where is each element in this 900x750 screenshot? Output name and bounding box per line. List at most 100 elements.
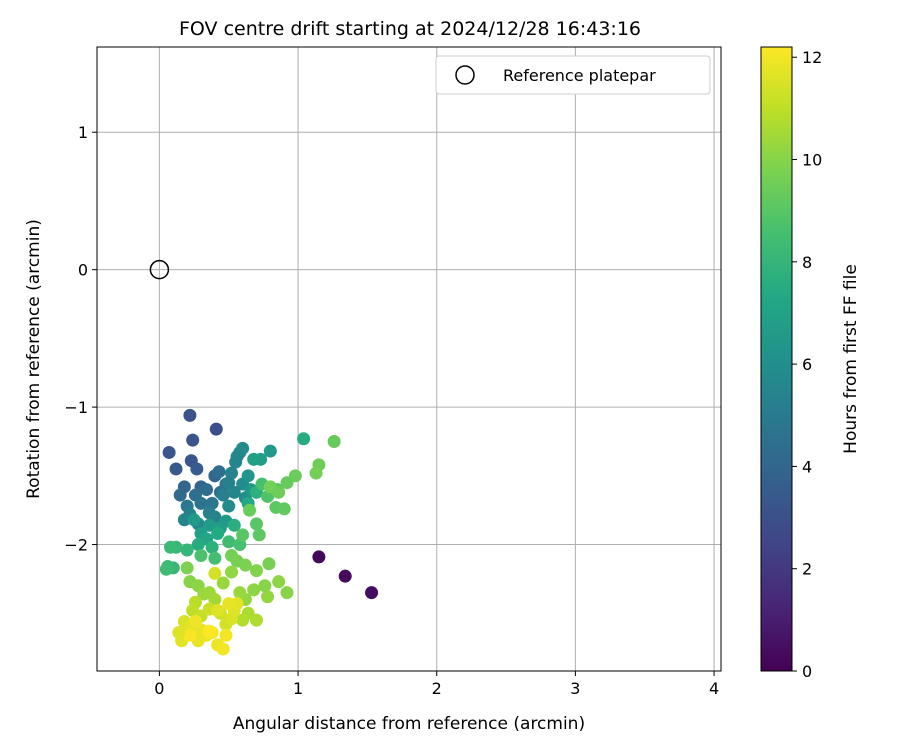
- data-point: [211, 604, 225, 618]
- data-point: [227, 518, 241, 532]
- plot-area: 0 1 2 3 4 −2 −1 0 1 Reference platepar: [64, 46, 722, 698]
- data-point: [187, 513, 201, 527]
- data-point: [222, 476, 236, 490]
- data-point: [236, 528, 250, 542]
- x-tick-label: 1: [293, 679, 303, 698]
- data-point: [177, 513, 191, 527]
- legend: Reference platepar: [435, 55, 711, 95]
- data-point: [252, 528, 266, 542]
- data-point: [211, 527, 225, 541]
- x-axis-label: Angular distance from reference (arcmin): [233, 714, 585, 734]
- data-point: [191, 538, 205, 552]
- data-point: [208, 551, 222, 565]
- data-point: [258, 579, 272, 593]
- data-point: [163, 540, 177, 554]
- data-point: [297, 432, 311, 446]
- data-point: [241, 469, 255, 483]
- data-point: [309, 466, 323, 480]
- data-point: [208, 593, 222, 607]
- colorbar-tick-label: 6: [802, 355, 812, 374]
- legend-label: Reference platepar: [503, 66, 656, 85]
- data-point: [162, 445, 176, 459]
- plot-background: [97, 47, 721, 671]
- data-point: [159, 562, 173, 576]
- x-tick-label: 0: [154, 679, 164, 698]
- data-point: [202, 518, 216, 532]
- y-tick-label: −1: [64, 398, 88, 417]
- data-point: [272, 485, 286, 499]
- data-point: [202, 624, 216, 638]
- data-point: [180, 543, 194, 557]
- data-point: [238, 558, 252, 572]
- scatter-points: [159, 408, 379, 656]
- data-point: [180, 561, 194, 575]
- data-point: [173, 488, 187, 502]
- colorbar-tick-label: 12: [802, 48, 822, 67]
- data-point: [216, 642, 230, 656]
- data-point: [208, 566, 222, 580]
- data-point: [230, 450, 244, 464]
- data-point: [262, 557, 276, 571]
- colorbar: 0 2 4 6 8 10 12 Hours from first FF file: [760, 46, 861, 681]
- data-point: [249, 564, 263, 578]
- data-point: [222, 597, 236, 611]
- legend-box: [435, 55, 711, 95]
- data-point: [216, 488, 230, 502]
- data-point: [261, 590, 275, 604]
- data-point: [194, 549, 208, 563]
- y-tick-label: 1: [78, 123, 88, 142]
- data-point: [169, 462, 183, 476]
- data-point: [277, 502, 291, 516]
- data-point: [243, 503, 257, 517]
- chart-title: FOV centre drift starting at 2024/12/28 …: [179, 18, 641, 40]
- data-point: [249, 517, 263, 531]
- x-tick-label: 2: [432, 679, 442, 698]
- legend-marker-icon: [455, 65, 475, 85]
- data-point: [200, 483, 214, 497]
- data-point: [222, 535, 236, 549]
- data-point: [219, 628, 233, 642]
- colorbar-tick-label: 8: [802, 253, 812, 272]
- data-point: [190, 462, 204, 476]
- reference-platepar-marker: [149, 259, 170, 280]
- data-point: [205, 540, 219, 554]
- colorbar-tick-label: 2: [802, 560, 812, 579]
- colorbar-label: Hours from first FF file: [841, 264, 861, 454]
- data-point: [236, 613, 250, 627]
- data-point: [280, 586, 294, 600]
- data-point: [222, 499, 236, 513]
- data-point: [233, 586, 247, 600]
- data-point: [183, 408, 197, 422]
- colorbar-tick-label: 0: [802, 662, 812, 681]
- colorbar-ticks: 0 2 4 6 8 10 12: [792, 48, 822, 681]
- data-point: [272, 575, 286, 589]
- data-point: [249, 613, 263, 627]
- data-point: [186, 433, 200, 447]
- y-tick-label: −2: [64, 536, 88, 555]
- data-point: [365, 586, 379, 600]
- data-point: [338, 569, 352, 583]
- colorbar-tick-label: 10: [802, 151, 822, 170]
- y-tick-label: 0: [78, 261, 88, 280]
- data-point: [216, 576, 230, 590]
- data-point: [312, 550, 326, 564]
- y-axis-label: Rotation from reference (arcmin): [24, 219, 44, 499]
- data-point: [194, 496, 208, 510]
- data-point: [188, 615, 202, 629]
- data-point: [209, 422, 223, 436]
- data-point: [280, 476, 294, 490]
- data-point: [327, 434, 341, 448]
- axis-ticks: 0 1 2 3 4 −2 −1 0 1: [64, 123, 719, 698]
- plot-frame: [96, 46, 722, 672]
- data-point: [227, 485, 241, 499]
- data-point: [225, 565, 239, 579]
- data-point: [263, 444, 277, 458]
- data-point: [247, 452, 261, 466]
- x-tick-label: 4: [709, 679, 719, 698]
- grid-lines: [97, 47, 721, 671]
- data-point: [172, 626, 186, 640]
- data-point: [183, 628, 197, 642]
- data-point: [247, 583, 261, 597]
- colorbar-gradient: [760, 46, 793, 672]
